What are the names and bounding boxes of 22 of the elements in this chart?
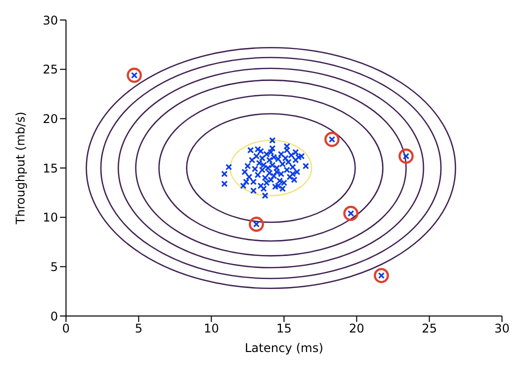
point — [126, 68, 142, 83]
x-tick-label: 5 — [134, 322, 142, 336]
y-tick-label: 20 — [42, 112, 58, 126]
point — [374, 268, 389, 284]
y-tick-label: 5 — [50, 260, 58, 274]
y-tick-label: 15 — [42, 161, 58, 176]
x-tick-label: 25 — [422, 322, 437, 336]
x-tick-label: 30 — [494, 322, 510, 336]
x-tick-label: 0 — [62, 322, 70, 336]
y-tick-label: 0 — [50, 309, 58, 324]
point — [248, 216, 264, 232]
point — [398, 148, 414, 164]
y-tick-label: 25 — [42, 62, 58, 77]
x-axis-title: Latency (ms) — [244, 341, 324, 355]
x-tick-label: 20 — [349, 322, 364, 336]
x-tick-label: 10 — [204, 322, 219, 336]
x-tick-label: 15 — [276, 322, 292, 336]
point — [324, 132, 340, 147]
y-axis-title: Throughput (mb/s) — [13, 112, 28, 226]
y-tick-label: 30 — [42, 13, 58, 28]
point — [343, 206, 358, 221]
y-tick-label: 10 — [42, 210, 58, 225]
